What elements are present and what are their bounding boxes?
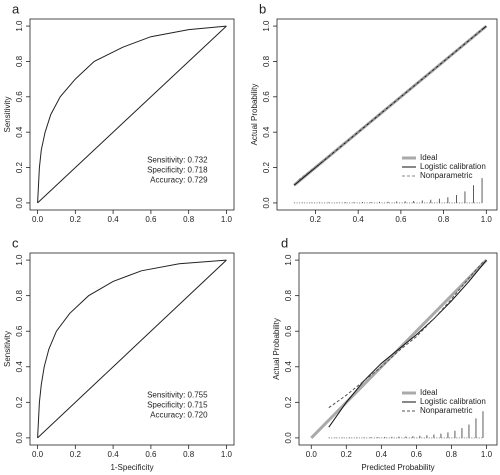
- annotation: Sensitivity: 0.755: [147, 390, 208, 399]
- plot-frame: [276, 18, 498, 211]
- y-axis-label: Actual Probability: [272, 318, 281, 380]
- y-tick-label: 0.2: [15, 396, 24, 408]
- y-tick-label: 0.8: [15, 290, 24, 302]
- y-tick-label: 0.6: [15, 91, 24, 103]
- annotation: Accuracy: 0.720: [150, 410, 208, 419]
- series-line: [298, 29, 483, 181]
- x-tick-label: 1.0: [481, 215, 493, 224]
- y-tick-label: 1.0: [15, 254, 24, 266]
- annotation: Specificity: 0.715: [147, 400, 208, 409]
- y-tick-label: 0.6: [15, 325, 24, 337]
- series-line: [328, 259, 487, 428]
- panel-label: a: [12, 1, 20, 16]
- x-tick-label: 0.8: [183, 450, 195, 459]
- x-tick-label: 0.6: [145, 450, 157, 459]
- x-tick-label: 0.2: [70, 450, 82, 459]
- legend-label: Nonparametric: [420, 406, 472, 415]
- x-tick-label: 1.0: [221, 215, 233, 224]
- panel: a 0.0 0.2 0.4 0.6 0.8 1.0 0.0 0.2 0.4 0.6 0.8 1.0 Sen…: [3, 1, 235, 224]
- y-axis-label: Sensitivity: [3, 331, 12, 367]
- legend-label: Ideal: [420, 153, 438, 162]
- y-tick-label: 0.0: [15, 197, 24, 209]
- x-tick-label: 0.2: [70, 215, 82, 224]
- legend-label: Logistic calibration: [420, 397, 486, 406]
- y-tick-label: 0.0: [15, 432, 24, 444]
- legend-label: Ideal: [420, 388, 438, 397]
- plot-frame: [298, 252, 498, 446]
- x-tick-label: 1.0: [221, 450, 233, 459]
- x-tick-label: 0.0: [306, 450, 318, 459]
- x-tick-label: 0.6: [145, 215, 157, 224]
- y-tick-label: 0.4: [262, 126, 271, 138]
- y-tick-label: 0.8: [262, 55, 271, 67]
- x-tick-label: 0.6: [411, 450, 423, 459]
- x-tick-label: 0.8: [446, 450, 458, 459]
- y-tick-label: 0.4: [15, 361, 24, 373]
- y-tick-label: 0.8: [15, 55, 24, 67]
- x-tick-label: 0.8: [183, 215, 195, 224]
- y-axis-label: Actual Probability: [250, 84, 259, 146]
- x-axis-label: Predicted Probability: [361, 463, 434, 472]
- x-tick-label: 0.0: [32, 450, 44, 459]
- series-line: [37, 25, 227, 203]
- x-tick-label: 0.2: [310, 215, 322, 224]
- x-tick-label: 0.4: [353, 215, 365, 224]
- plot-frame: [29, 252, 235, 446]
- series-line: [37, 259, 227, 438]
- y-tick-label: 0.2: [284, 396, 293, 408]
- y-tick-label: 1.0: [284, 254, 293, 266]
- panel: c 0.0 0.2 0.4 0.6 0.8 1.0 0.0 0.2 0.4 0.6 0.8 1.0 Sen…: [3, 235, 235, 472]
- x-tick-label: 0.4: [108, 215, 120, 224]
- y-tick-label: 0.0: [284, 432, 293, 444]
- y-axis-label: Sensitivity: [3, 96, 12, 132]
- x-tick-label: 1.0: [481, 450, 493, 459]
- x-tick-label: 0.4: [108, 450, 120, 459]
- y-tick-label: 0.8: [284, 290, 293, 302]
- plot-frame: [29, 18, 235, 211]
- y-tick-label: 1.0: [262, 20, 271, 32]
- y-tick-label: 0.6: [262, 91, 271, 103]
- annotation: Accuracy: 0.729: [150, 176, 208, 185]
- y-tick-label: 0.2: [262, 161, 271, 173]
- annotation: Specificity: 0.718: [147, 166, 208, 175]
- x-tick-label: 0.8: [438, 215, 450, 224]
- legend-label: Logistic calibration: [420, 162, 486, 171]
- panel-label: c: [12, 235, 19, 250]
- y-tick-label: 0.4: [15, 126, 24, 138]
- y-tick-label: 0.2: [15, 161, 24, 173]
- y-tick-label: 0.0: [262, 197, 271, 209]
- panel: d 0.0 0.2 0.4 0.6 0.8 1.0 0.0 0.2 0.4 0.6 0.8 1.0 Act…: [272, 235, 498, 472]
- panel-label: b: [259, 1, 266, 16]
- series-line: [37, 25, 227, 204]
- x-tick-label: 0.2: [341, 450, 353, 459]
- x-tick-label: 0.6: [395, 215, 407, 224]
- x-tick-label: 0.0: [32, 215, 44, 224]
- x-tick-label: 0.4: [376, 450, 388, 459]
- y-tick-label: 0.6: [284, 325, 293, 337]
- x-axis-label: 1-Specificity: [110, 463, 153, 472]
- panel: b 0.2 0.4 0.6 0.8 1.0 0.0 0.2 0.4 0.6 0.8 1.0 Actual…: [250, 1, 498, 224]
- series-line: [328, 261, 484, 409]
- panel-label: d: [281, 235, 288, 250]
- y-tick-label: 0.4: [284, 361, 293, 373]
- y-tick-label: 1.0: [15, 20, 24, 32]
- legend-label: Nonparametric: [420, 171, 472, 180]
- series-line: [37, 259, 227, 439]
- annotation: Sensitivity: 0.732: [147, 156, 208, 165]
